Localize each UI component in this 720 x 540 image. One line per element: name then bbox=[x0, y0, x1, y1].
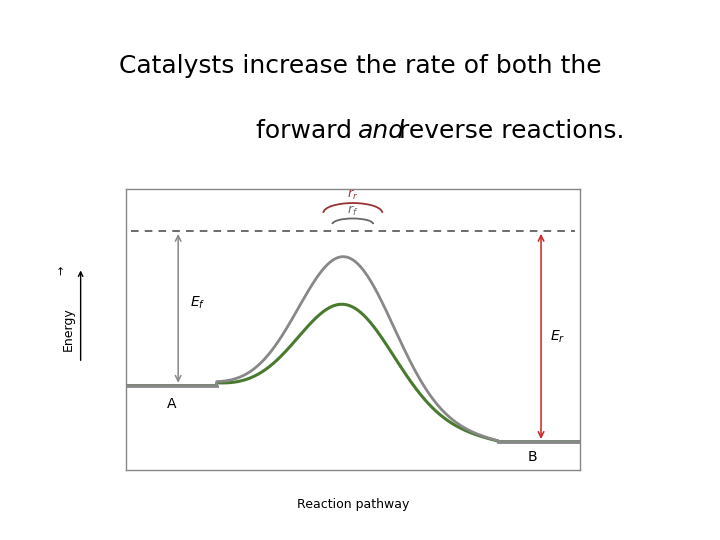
Text: reverse reactions.: reverse reactions. bbox=[391, 119, 624, 143]
Text: Catalysts increase the rate of both the: Catalysts increase the rate of both the bbox=[119, 54, 601, 78]
Text: Reaction pathway: Reaction pathway bbox=[297, 498, 409, 511]
Text: Energy: Energy bbox=[62, 307, 75, 352]
Text: B: B bbox=[527, 450, 537, 464]
Text: $r_r$: $r_r$ bbox=[347, 187, 359, 201]
Text: $r_f$: $r_f$ bbox=[347, 204, 359, 218]
Text: $E_r$: $E_r$ bbox=[550, 328, 565, 345]
Text: $E_f$: $E_f$ bbox=[189, 294, 205, 311]
Text: forward: forward bbox=[256, 119, 359, 143]
Text: forward  and  reverse reactions.: forward and reverse reactions. bbox=[160, 119, 560, 143]
Text: A: A bbox=[166, 397, 176, 411]
Text: →: → bbox=[56, 265, 66, 275]
Text: and: and bbox=[358, 119, 405, 143]
